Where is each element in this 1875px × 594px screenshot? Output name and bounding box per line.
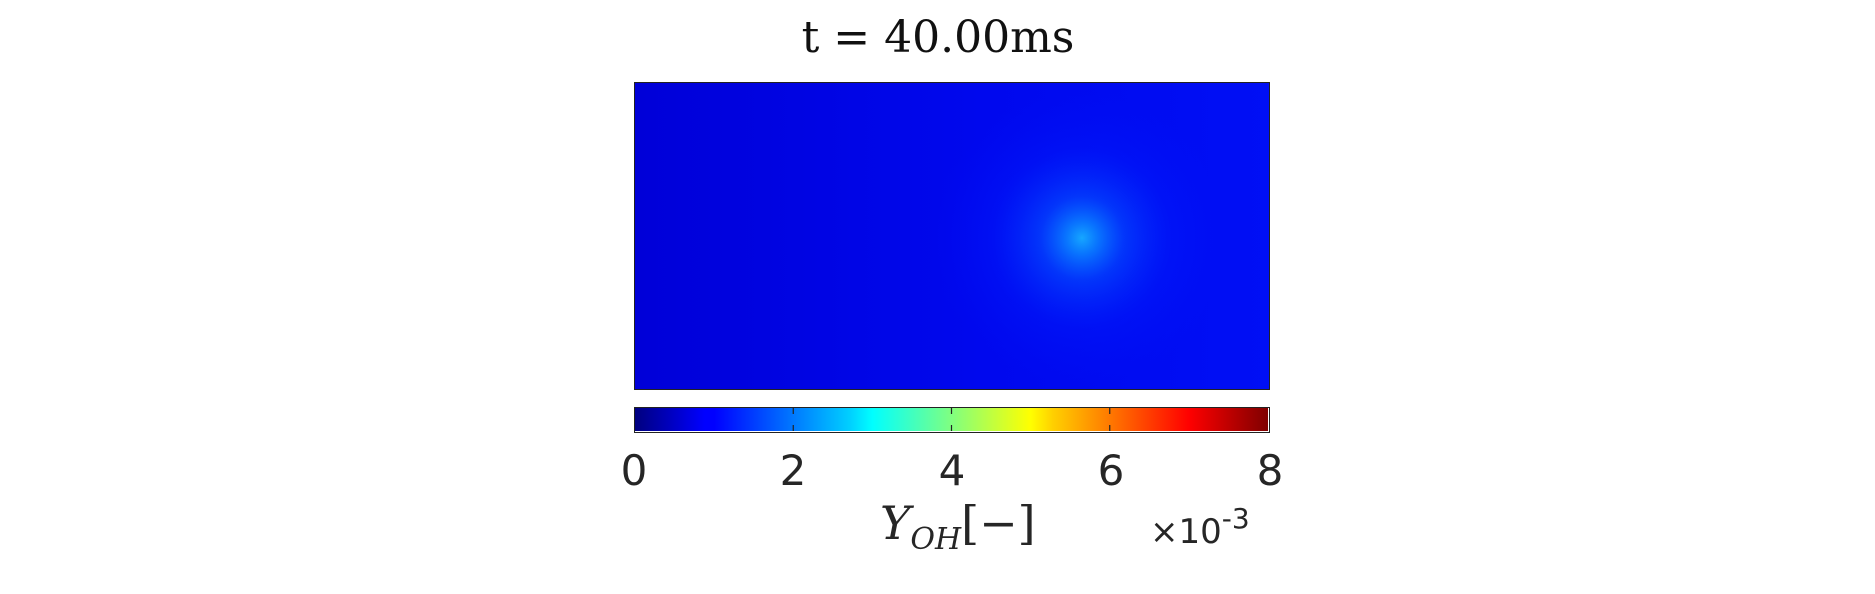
colorbar-label-suffix: [−] — [961, 496, 1036, 550]
heatmap-field — [635, 83, 1269, 389]
colorbar-tick-label: 2 — [779, 446, 807, 495]
colorbar-tick-label: 0 — [620, 446, 648, 495]
heatmap-plot-area — [634, 82, 1270, 390]
colorbar-gradient — [635, 408, 1268, 431]
colorbar-multiplier: ×10-3 — [1150, 502, 1250, 553]
colorbar-label-subscript: OH — [910, 522, 962, 558]
colorbar-label-symbol: Y — [880, 496, 911, 550]
colorbar-label: YOH[−] — [880, 496, 1036, 557]
colorbar-tick-label: 8 — [1256, 446, 1284, 495]
heatmap-hotspot — [635, 83, 1269, 389]
multiplier-exponent: -3 — [1221, 502, 1250, 535]
chart-title: t = 40.00ms — [801, 12, 1075, 63]
colorbar-tick-label: 6 — [1097, 446, 1125, 495]
colorbar-tick-label: 4 — [938, 446, 966, 495]
multiplier-base: ×10 — [1150, 512, 1222, 552]
colorbar — [634, 407, 1270, 433]
